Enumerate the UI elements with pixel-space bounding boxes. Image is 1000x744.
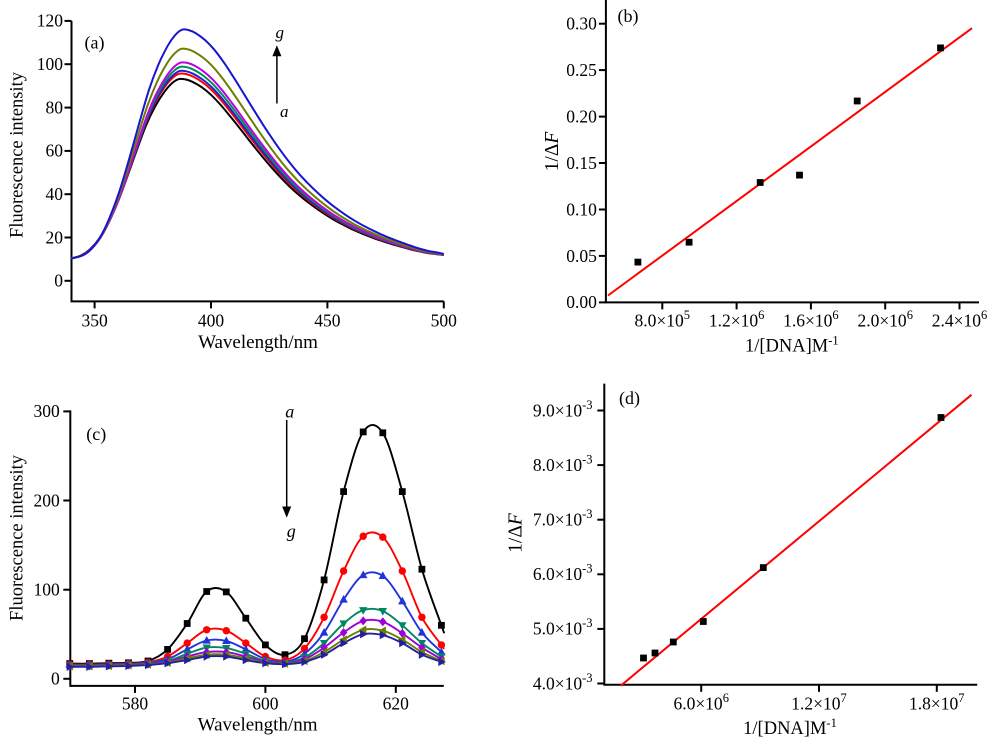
svg-text:Wavelength/nm: Wavelength/nm xyxy=(198,714,318,735)
svg-text:0.10: 0.10 xyxy=(566,199,597,219)
svg-text:6.0×10-3: 6.0×10-3 xyxy=(533,562,593,585)
svg-text:Wavelength/nm: Wavelength/nm xyxy=(198,332,318,353)
svg-text:120: 120 xyxy=(37,11,64,31)
svg-text:200: 200 xyxy=(33,490,60,510)
svg-text:0.05: 0.05 xyxy=(566,246,597,266)
svg-text:1.6×106: 1.6×106 xyxy=(783,308,839,331)
svg-text:0.30: 0.30 xyxy=(566,14,597,34)
svg-text:(a): (a) xyxy=(85,33,105,54)
svg-text:60: 60 xyxy=(46,141,64,161)
svg-text:1/ΔF: 1/ΔF xyxy=(506,512,527,553)
svg-text:2.4×106: 2.4×106 xyxy=(932,308,988,331)
svg-text:(b): (b) xyxy=(618,6,639,27)
svg-text:0.00: 0.00 xyxy=(566,292,597,312)
svg-text:500: 500 xyxy=(431,310,458,330)
svg-text:1/[DNA]M-1: 1/[DNA]M-1 xyxy=(743,716,837,739)
svg-text:100: 100 xyxy=(37,54,64,74)
svg-text:620: 620 xyxy=(383,694,410,714)
svg-text:2.0×106: 2.0×106 xyxy=(857,308,913,331)
svg-text:0: 0 xyxy=(51,669,60,689)
svg-text:a: a xyxy=(280,102,289,121)
svg-text:0.15: 0.15 xyxy=(566,153,597,173)
svg-text:8.0×10-3: 8.0×10-3 xyxy=(533,452,593,475)
svg-text:a: a xyxy=(285,402,294,422)
svg-text:1/[DNA]M-1: 1/[DNA]M-1 xyxy=(745,334,839,357)
svg-text:5.0×10-3: 5.0×10-3 xyxy=(533,616,593,639)
svg-text:6.0×106: 6.0×106 xyxy=(673,691,729,714)
svg-text:400: 400 xyxy=(198,310,225,330)
svg-text:600: 600 xyxy=(252,694,279,714)
svg-text:g: g xyxy=(287,521,296,541)
svg-text:450: 450 xyxy=(314,310,341,330)
svg-text:(c): (c) xyxy=(86,424,106,445)
svg-text:350: 350 xyxy=(81,310,108,330)
svg-text:300: 300 xyxy=(33,401,60,421)
svg-text:580: 580 xyxy=(122,694,149,714)
svg-text:0.20: 0.20 xyxy=(566,106,597,126)
svg-text:7.0×10-3: 7.0×10-3 xyxy=(533,507,593,530)
svg-text:0.25: 0.25 xyxy=(566,60,597,80)
svg-text:1.2×106: 1.2×106 xyxy=(709,308,765,331)
svg-text:(d): (d) xyxy=(619,388,640,409)
svg-text:1.2×107: 1.2×107 xyxy=(791,691,847,714)
svg-text:4.0×10-3: 4.0×10-3 xyxy=(533,671,593,694)
svg-text:8.0×105: 8.0×105 xyxy=(635,308,691,331)
svg-text:80: 80 xyxy=(46,97,64,117)
svg-text:9.0×10-3: 9.0×10-3 xyxy=(533,398,593,421)
svg-text:1/ΔF: 1/ΔF xyxy=(542,131,563,172)
svg-text:0: 0 xyxy=(54,271,63,291)
svg-text:20: 20 xyxy=(46,227,64,247)
svg-text:Fluorescence intensity: Fluorescence intensity xyxy=(8,454,28,621)
svg-text:100: 100 xyxy=(33,580,60,600)
svg-text:1.8×107: 1.8×107 xyxy=(909,691,965,714)
svg-text:40: 40 xyxy=(46,184,64,204)
svg-text:Fluorescence intensity: Fluorescence intensity xyxy=(8,71,28,238)
svg-text:g: g xyxy=(276,23,285,42)
